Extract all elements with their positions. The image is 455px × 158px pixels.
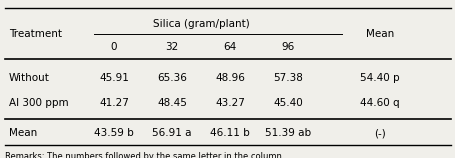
Text: 51.39 ab: 51.39 ab: [265, 128, 311, 138]
Text: 54.40 p: 54.40 p: [359, 73, 399, 83]
Text: 48.96: 48.96: [215, 73, 245, 83]
Text: 41.27: 41.27: [99, 98, 129, 108]
Text: 57.38: 57.38: [273, 73, 303, 83]
Text: Mean: Mean: [365, 29, 393, 39]
Text: 96: 96: [281, 42, 294, 52]
Text: 65.36: 65.36: [157, 73, 187, 83]
Text: 48.45: 48.45: [157, 98, 187, 108]
Text: 43.59 b: 43.59 b: [94, 128, 134, 138]
Text: 45.40: 45.40: [273, 98, 303, 108]
Text: 32: 32: [165, 42, 178, 52]
Text: Remarks: The numbers followed by the same letter in the column: Remarks: The numbers followed by the sam…: [5, 152, 281, 158]
Text: 64: 64: [223, 42, 236, 52]
Text: 0: 0: [111, 42, 117, 52]
Text: 56.91 a: 56.91 a: [152, 128, 192, 138]
Text: 43.27: 43.27: [215, 98, 245, 108]
Text: Al 300 ppm: Al 300 ppm: [9, 98, 69, 108]
Text: Without: Without: [9, 73, 50, 83]
Text: Treatment: Treatment: [9, 29, 62, 39]
Text: Mean: Mean: [9, 128, 37, 138]
Text: 44.60 q: 44.60 q: [359, 98, 399, 108]
Text: (-): (-): [373, 128, 385, 138]
Text: 46.11 b: 46.11 b: [210, 128, 249, 138]
Text: 45.91: 45.91: [99, 73, 129, 83]
Text: Silica (gram/plant): Silica (gram/plant): [152, 19, 249, 29]
